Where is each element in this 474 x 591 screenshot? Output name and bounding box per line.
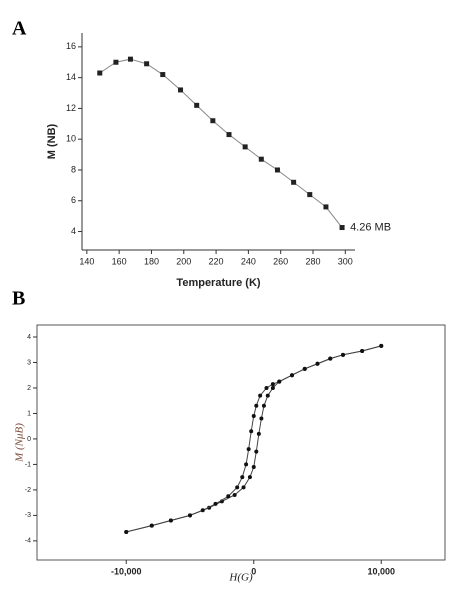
marker bbox=[291, 179, 297, 185]
annotation: 4.26 MB bbox=[350, 221, 391, 233]
marker bbox=[259, 416, 264, 421]
marker bbox=[97, 70, 103, 76]
marker bbox=[144, 61, 150, 67]
y-tick-label: 8 bbox=[71, 164, 76, 174]
marker bbox=[323, 204, 329, 210]
x-axis-label: H(G) bbox=[228, 572, 253, 584]
marker bbox=[113, 59, 119, 65]
marker bbox=[241, 485, 246, 490]
y-tick-label: 16 bbox=[66, 41, 76, 51]
x-tick-label: 200 bbox=[176, 256, 191, 266]
marker bbox=[315, 361, 320, 366]
panel-label: B bbox=[12, 288, 25, 310]
y-tick-label: -1 bbox=[25, 461, 31, 468]
marker bbox=[232, 493, 237, 498]
y-tick-label: 0 bbox=[27, 436, 31, 443]
marker bbox=[258, 156, 264, 162]
x-tick-label: -10,000 bbox=[111, 566, 142, 576]
marker bbox=[254, 403, 259, 408]
marker bbox=[178, 87, 184, 93]
y-tick-label: -2 bbox=[25, 487, 31, 494]
x-axis-label: Temperature (K) bbox=[176, 277, 260, 289]
marker bbox=[188, 513, 192, 518]
marker bbox=[251, 464, 256, 469]
y-axis-label: M (NμB) bbox=[14, 423, 26, 463]
marker bbox=[244, 462, 249, 467]
marker bbox=[235, 485, 240, 490]
marker bbox=[290, 373, 294, 378]
marker bbox=[256, 431, 261, 436]
marker bbox=[210, 118, 216, 124]
marker bbox=[200, 508, 205, 513]
x-tick-label: 0 bbox=[251, 566, 256, 576]
y-tick-label: 6 bbox=[71, 195, 76, 205]
marker bbox=[277, 379, 282, 384]
panel-label: A bbox=[12, 18, 27, 40]
y-tick-label: 1 bbox=[27, 410, 31, 417]
marker bbox=[264, 385, 269, 390]
marker bbox=[261, 403, 266, 408]
x-tick-label: 280 bbox=[305, 256, 320, 266]
marker bbox=[160, 72, 166, 78]
y-tick-label: 4 bbox=[27, 334, 31, 341]
y-tick-label: -4 bbox=[25, 538, 31, 545]
marker bbox=[240, 475, 245, 480]
series-line bbox=[126, 345, 382, 533]
marker bbox=[379, 343, 384, 348]
x-tick-label: 300 bbox=[338, 256, 353, 266]
marker bbox=[242, 144, 248, 150]
marker bbox=[341, 352, 345, 357]
x-tick-label: 140 bbox=[79, 256, 94, 266]
x-tick-label: 220 bbox=[209, 256, 224, 266]
marker bbox=[270, 385, 275, 390]
x-tick-label: 10,000 bbox=[367, 566, 395, 576]
y-tick-label: 12 bbox=[66, 103, 76, 113]
x-tick-label: 240 bbox=[241, 256, 256, 266]
marker bbox=[265, 393, 270, 398]
y-tick-label: 10 bbox=[66, 134, 76, 144]
marker bbox=[226, 132, 232, 138]
marker bbox=[226, 494, 231, 499]
x-tick-label: 160 bbox=[112, 256, 127, 266]
marker bbox=[249, 429, 254, 434]
marker bbox=[258, 393, 263, 398]
marker bbox=[302, 366, 307, 371]
y-tick-label: -3 bbox=[25, 512, 31, 519]
y-tick-label: 2 bbox=[27, 385, 31, 392]
marker bbox=[247, 475, 252, 480]
marker bbox=[270, 382, 275, 387]
y-tick-label: 4 bbox=[71, 226, 76, 236]
marker bbox=[149, 523, 154, 528]
marker bbox=[127, 56, 133, 62]
y-tick-label: 3 bbox=[27, 359, 31, 366]
marker bbox=[307, 192, 313, 198]
x-tick-label: 180 bbox=[144, 256, 159, 266]
marker bbox=[246, 447, 251, 452]
y-tick-label: 14 bbox=[66, 72, 76, 82]
series-line bbox=[99, 58, 343, 228]
y-axis-label: M (NB) bbox=[46, 123, 58, 159]
marker bbox=[254, 449, 259, 454]
series-line bbox=[126, 345, 382, 533]
marker bbox=[124, 529, 129, 534]
marker bbox=[328, 356, 333, 361]
marker bbox=[168, 518, 173, 523]
marker bbox=[339, 225, 345, 231]
plot-frame bbox=[36, 324, 446, 561]
x-tick-label: 260 bbox=[273, 256, 288, 266]
marker bbox=[194, 102, 200, 108]
marker bbox=[274, 167, 280, 173]
marker bbox=[251, 413, 256, 418]
marker bbox=[360, 348, 365, 353]
marker bbox=[213, 501, 218, 506]
